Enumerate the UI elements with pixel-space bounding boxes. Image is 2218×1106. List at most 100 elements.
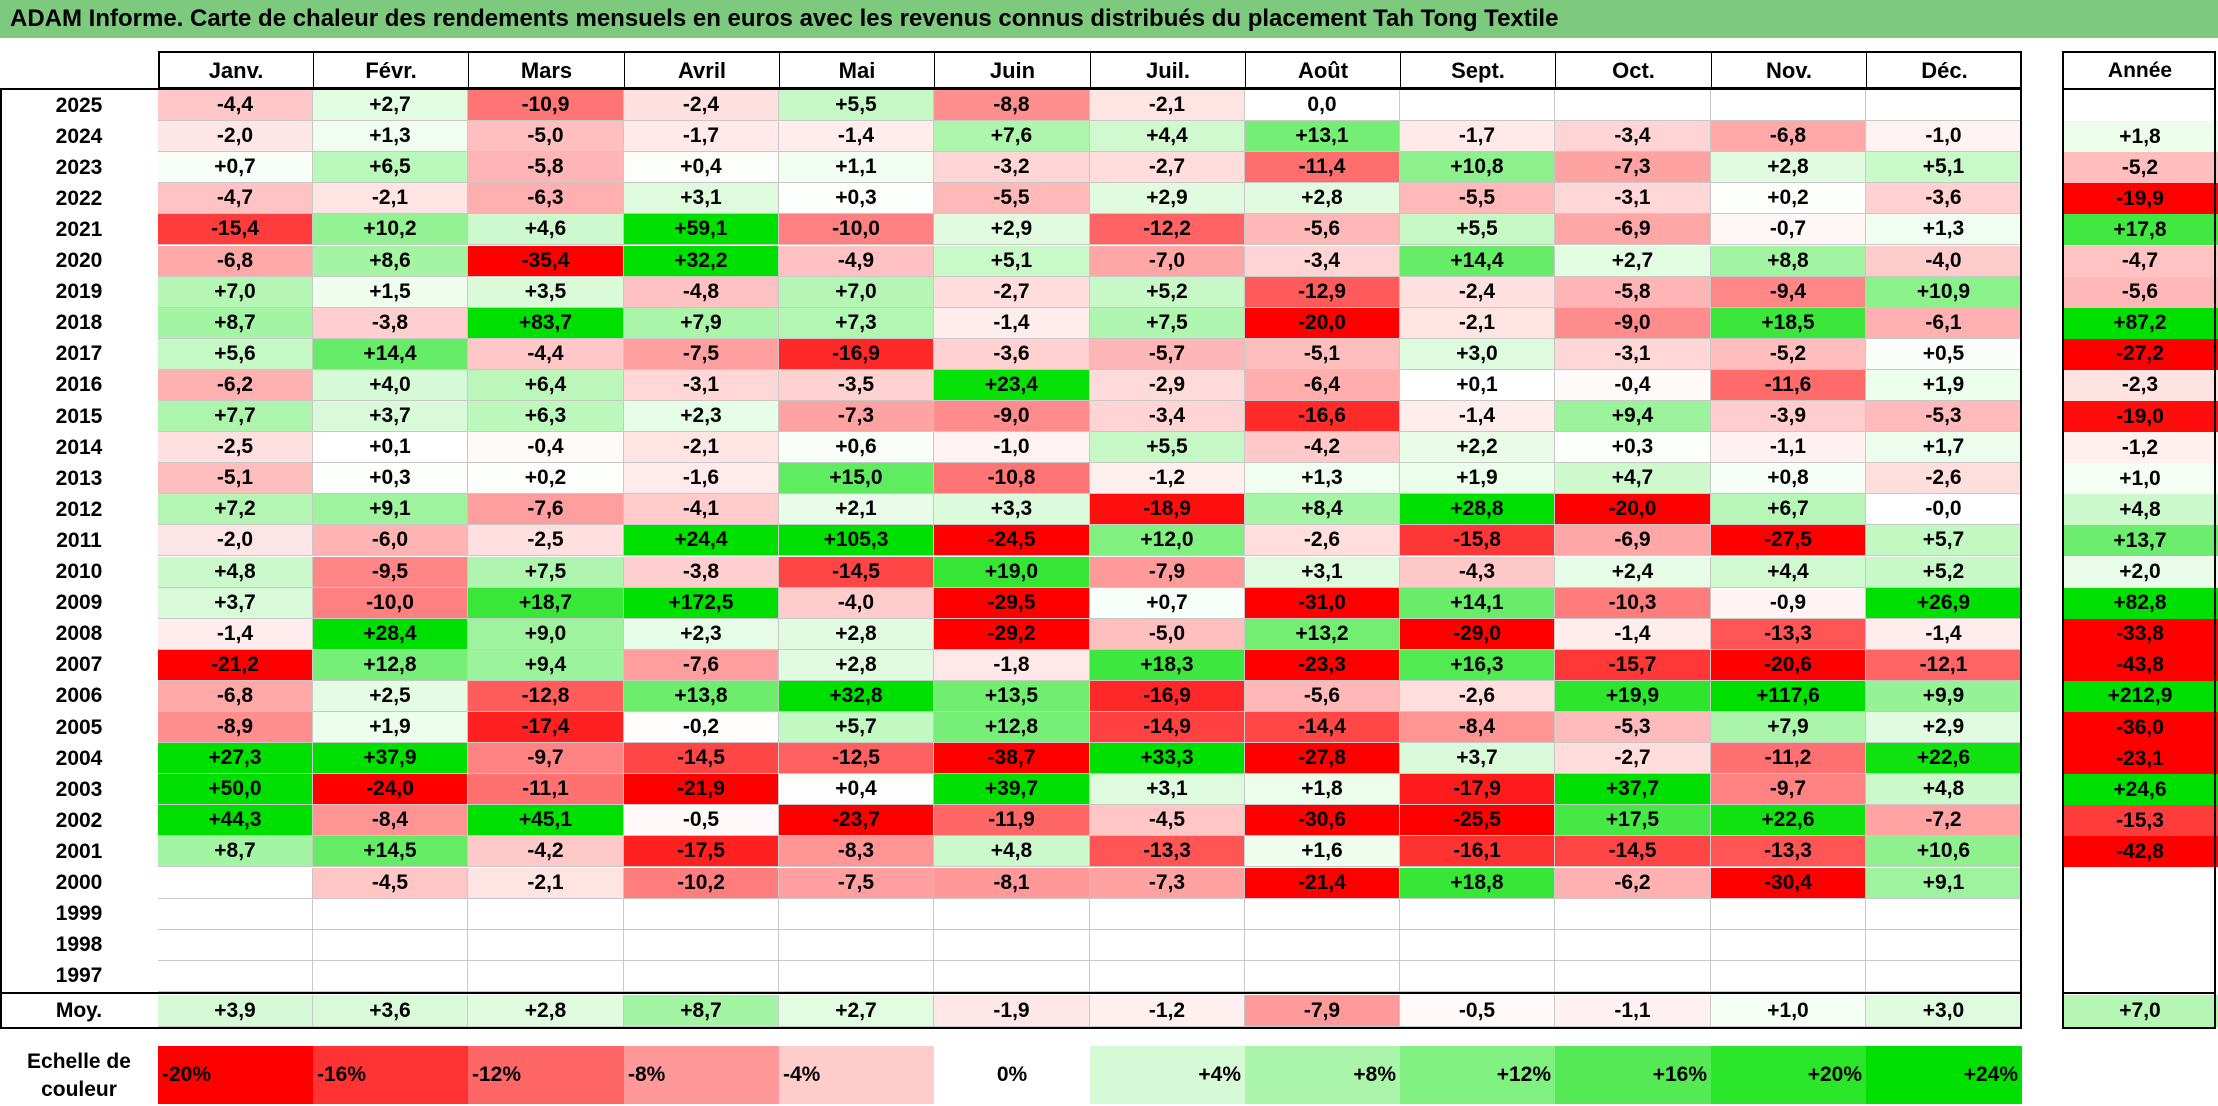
year-label: 2012 — [55, 497, 103, 521]
heatmap-cell — [1245, 898, 1400, 930]
heatmap-cell: -8,4 — [1400, 712, 1555, 744]
heatmap-cell: -4,4 — [468, 338, 624, 370]
heatmap-cell: -2,1 — [1090, 90, 1245, 122]
annual-cell: +24,6 — [2062, 774, 2218, 806]
heatmap-cell: -18,9 — [1090, 494, 1245, 526]
year-label: 2005 — [55, 715, 103, 739]
heatmap-cell: +2,3 — [624, 401, 779, 433]
heatmap-cell: -17,5 — [624, 836, 779, 868]
heatmap-cell: +59,1 — [624, 214, 779, 246]
year-label: 2023 — [55, 155, 103, 179]
heatmap-cell: -11,2 — [1711, 743, 1866, 775]
heatmap-cell: -3,6 — [934, 338, 1090, 370]
heatmap-cell: +9,9 — [1866, 680, 2022, 712]
heatmap-cell: +0,3 — [1555, 432, 1711, 464]
heatmap-cell: -13,3 — [1711, 618, 1866, 650]
heatmap-cell: -20,6 — [1711, 649, 1866, 681]
heatmap-cell: -5,3 — [1555, 712, 1711, 744]
heatmap-cell: -6,4 — [1245, 369, 1400, 401]
heatmap-cell: +5,6 — [158, 338, 313, 370]
annual-header-separator — [2062, 88, 2216, 90]
annual-cell: -33,8 — [2062, 618, 2218, 650]
color-scale-cell: -20% — [158, 1046, 313, 1104]
heatmap-cell: -2,5 — [468, 525, 624, 557]
heatmap-cell: -4,2 — [1245, 432, 1400, 464]
month-header: Janv. — [158, 52, 313, 89]
heatmap-cell: +15,0 — [779, 463, 934, 495]
heatmap-cell: -9,4 — [1711, 276, 1866, 308]
average-cell: -1,9 — [934, 995, 1090, 1027]
heatmap-cell: +4,6 — [468, 214, 624, 246]
month-header: Déc. — [1866, 52, 2022, 89]
heatmap-cell: +45,1 — [468, 805, 624, 837]
average-cell: +8,7 — [624, 995, 779, 1027]
year-label: 1997 — [55, 964, 103, 988]
heatmap-cell: -0,2 — [624, 712, 779, 744]
heatmap-cell — [779, 929, 934, 961]
heatmap-cell: +2,7 — [313, 90, 468, 122]
heatmap-cell: +1,3 — [1866, 214, 2022, 246]
heatmap-cell — [468, 929, 624, 961]
heatmap-cell: -23,7 — [779, 805, 934, 837]
heatmap-cell: -3,4 — [1090, 401, 1245, 433]
heatmap-cell: +3,7 — [158, 587, 313, 619]
heatmap-cell — [1711, 898, 1866, 930]
heatmap-cell: +3,7 — [1400, 743, 1555, 775]
year-label: 2014 — [55, 435, 103, 459]
heatmap-cell: +4,0 — [313, 369, 468, 401]
color-scale-cell: -8% — [624, 1046, 779, 1104]
heatmap-cell — [1711, 90, 1866, 122]
annual-cell: -43,8 — [2062, 649, 2218, 681]
heatmap-cell: -6,8 — [158, 680, 313, 712]
heatmap-cell: -4,3 — [1400, 556, 1555, 588]
heatmap-cell: -3,8 — [313, 307, 468, 339]
heatmap-cell: -5,5 — [934, 183, 1090, 215]
heatmap-cell: +0,7 — [1090, 587, 1245, 619]
heatmap-cell: -3,2 — [934, 152, 1090, 184]
heatmap-cell — [313, 898, 468, 930]
heatmap-cell: -29,0 — [1400, 618, 1555, 650]
heatmap-cell: -3,9 — [1711, 401, 1866, 433]
heatmap-cell: -3,6 — [1866, 183, 2022, 215]
heatmap-cell: +0,7 — [158, 152, 313, 184]
heatmap-cell: +2,2 — [1400, 432, 1555, 464]
heatmap-cell: +6,4 — [468, 369, 624, 401]
heatmap-cell: +10,8 — [1400, 152, 1555, 184]
heatmap-cell: +5,7 — [779, 712, 934, 744]
heatmap-cell: +10,6 — [1866, 836, 2022, 868]
heatmap-cell: +0,2 — [1711, 183, 1866, 215]
heatmap-cell: -2,1 — [313, 183, 468, 215]
heatmap-cell: +7,9 — [1711, 712, 1866, 744]
heatmap-cell: +1,8 — [1245, 774, 1400, 806]
average-cell: +2,7 — [779, 995, 934, 1027]
heatmap-cell: +5,5 — [1090, 432, 1245, 464]
month-header: Nov. — [1711, 52, 1866, 89]
year-label: 2001 — [55, 839, 103, 863]
heatmap-cell: -4,1 — [624, 494, 779, 526]
heatmap-cell: +4,7 — [1555, 463, 1711, 495]
heatmap-cell: -13,3 — [1711, 836, 1866, 868]
heatmap-cell: -1,8 — [934, 649, 1090, 681]
color-scale-cell: -16% — [313, 1046, 468, 1104]
heatmap-cell: -27,8 — [1245, 743, 1400, 775]
annual-average-separator — [2062, 992, 2216, 994]
year-label: 2015 — [55, 404, 103, 428]
heatmap-cell: -2,0 — [158, 525, 313, 557]
heatmap-cell: -10,0 — [779, 214, 934, 246]
heatmap-cell: +2,8 — [1245, 183, 1400, 215]
heatmap-cell: -2,6 — [1245, 525, 1400, 557]
heatmap-cell: +9,1 — [313, 494, 468, 526]
heatmap-cell: +27,3 — [158, 743, 313, 775]
annual-cell: -15,3 — [2062, 805, 2218, 837]
heatmap-cell: -1,7 — [1400, 121, 1555, 153]
heatmap-cell: -12,8 — [468, 680, 624, 712]
month-header: Juil. — [1090, 52, 1245, 89]
heatmap-cell: +1,9 — [1400, 463, 1555, 495]
heatmap-cell: -7,3 — [1555, 152, 1711, 184]
heatmap-cell: +1,9 — [1866, 369, 2022, 401]
heatmap-cell: -2,7 — [1555, 743, 1711, 775]
heatmap-cell — [1555, 898, 1711, 930]
annual-cell — [2062, 867, 2218, 899]
average-cell: -0,5 — [1400, 995, 1555, 1027]
heatmap-cell — [1555, 90, 1711, 122]
